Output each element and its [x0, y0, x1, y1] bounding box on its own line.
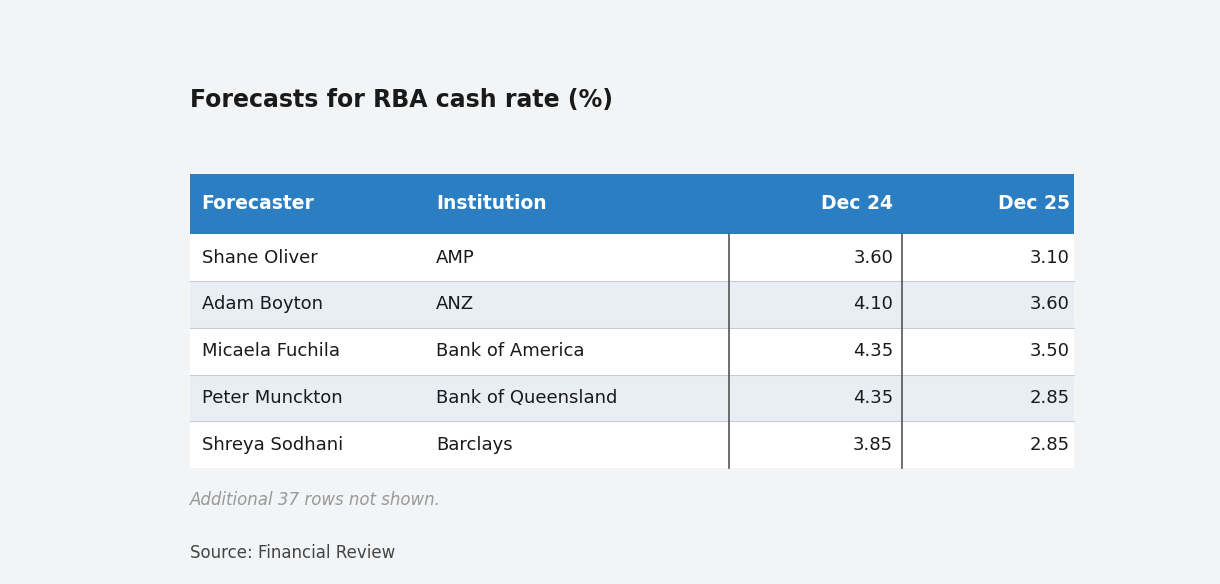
FancyBboxPatch shape — [190, 281, 1075, 328]
Text: Additional 37 rows not shown.: Additional 37 rows not shown. — [190, 491, 442, 509]
FancyBboxPatch shape — [190, 328, 1075, 374]
Text: 3.60: 3.60 — [853, 249, 893, 267]
Text: 4.10: 4.10 — [853, 296, 893, 314]
Text: Dec 25: Dec 25 — [998, 194, 1070, 213]
Text: 4.35: 4.35 — [853, 342, 893, 360]
Text: Adam Boyton: Adam Boyton — [201, 296, 322, 314]
Text: 2.85: 2.85 — [1030, 436, 1070, 454]
Text: ANZ: ANZ — [436, 296, 475, 314]
Text: 3.60: 3.60 — [1030, 296, 1070, 314]
Text: Shane Oliver: Shane Oliver — [201, 249, 317, 267]
FancyBboxPatch shape — [190, 173, 1075, 234]
Text: Bank of America: Bank of America — [436, 342, 584, 360]
Text: Forecaster: Forecaster — [201, 194, 315, 213]
Text: Barclays: Barclays — [436, 436, 512, 454]
Text: AMP: AMP — [436, 249, 475, 267]
Text: 4.35: 4.35 — [853, 389, 893, 407]
Text: Source: Financial Review: Source: Financial Review — [190, 544, 395, 562]
Text: 3.85: 3.85 — [853, 436, 893, 454]
FancyBboxPatch shape — [190, 421, 1075, 468]
Text: Dec 24: Dec 24 — [821, 194, 893, 213]
Text: 3.50: 3.50 — [1030, 342, 1070, 360]
Text: Micaela Fuchila: Micaela Fuchila — [201, 342, 339, 360]
Text: Shreya Sodhani: Shreya Sodhani — [201, 436, 343, 454]
Text: 2.85: 2.85 — [1030, 389, 1070, 407]
Text: Peter Munckton: Peter Munckton — [201, 389, 343, 407]
FancyBboxPatch shape — [190, 374, 1075, 421]
Text: 3.10: 3.10 — [1030, 249, 1070, 267]
Text: Forecasts for RBA cash rate (%): Forecasts for RBA cash rate (%) — [190, 88, 614, 112]
Text: Bank of Queensland: Bank of Queensland — [436, 389, 617, 407]
Text: Institution: Institution — [436, 194, 547, 213]
FancyBboxPatch shape — [190, 234, 1075, 281]
